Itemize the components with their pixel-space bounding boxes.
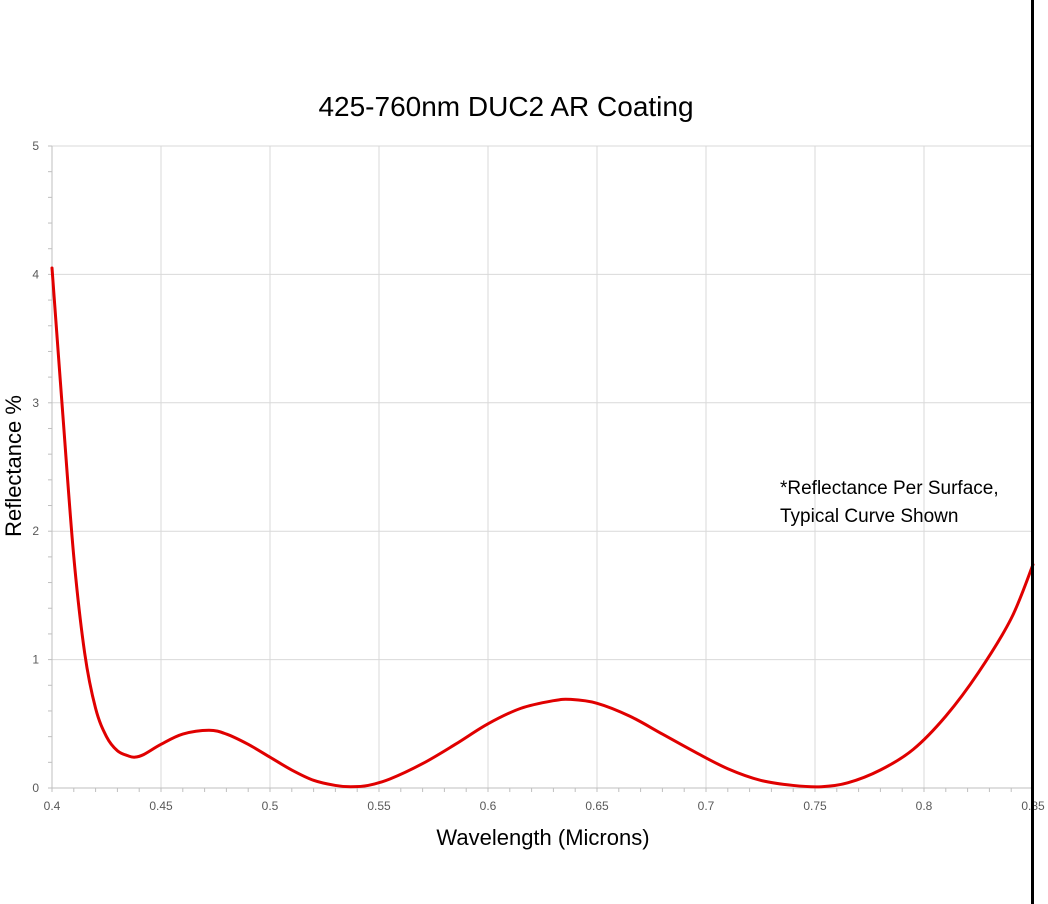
y-tick-label: 0	[32, 781, 39, 795]
x-tick-label: 0.4	[44, 799, 61, 813]
x-tick-label: 0.8	[916, 799, 933, 813]
reflectance-series-line	[50, 266, 1035, 789]
y-tick-label: 4	[32, 267, 39, 281]
x-tick-labels: 0.40.450.50.550.60.650.70.750.80.85	[44, 799, 1045, 813]
right-border-line	[1031, 0, 1034, 904]
y-tick-labels: 0 1 2 3 4 5	[32, 139, 39, 795]
chart-title: 425-760nm DUC2 AR Coating	[318, 91, 693, 122]
x-tick-label: 0.6	[480, 799, 497, 813]
axes	[51, 146, 1033, 789]
x-tick-label: 0.55	[367, 799, 391, 813]
minor-tick-marks	[48, 145, 1034, 792]
y-tick-label: 3	[32, 396, 39, 410]
x-tick-label: 0.45	[149, 799, 173, 813]
x-tick-label: 0.75	[803, 799, 827, 813]
grid-lines	[52, 145, 1034, 788]
annotation-line-2: Typical Curve Shown	[780, 506, 958, 527]
x-axis-label: Wavelength (Microns)	[436, 825, 649, 850]
y-axis-label: Reflectance %	[1, 395, 26, 537]
series-layer	[50, 266, 1035, 789]
x-tick-label: 0.5	[262, 799, 279, 813]
x-tick-label: 0.65	[585, 799, 609, 813]
y-tick-label: 2	[32, 524, 39, 538]
x-tick-label: 0.7	[698, 799, 715, 813]
y-tick-label: 1	[32, 653, 39, 667]
annotation-line-1: *Reflectance Per Surface,	[780, 478, 999, 499]
y-tick-label: 5	[32, 139, 39, 153]
